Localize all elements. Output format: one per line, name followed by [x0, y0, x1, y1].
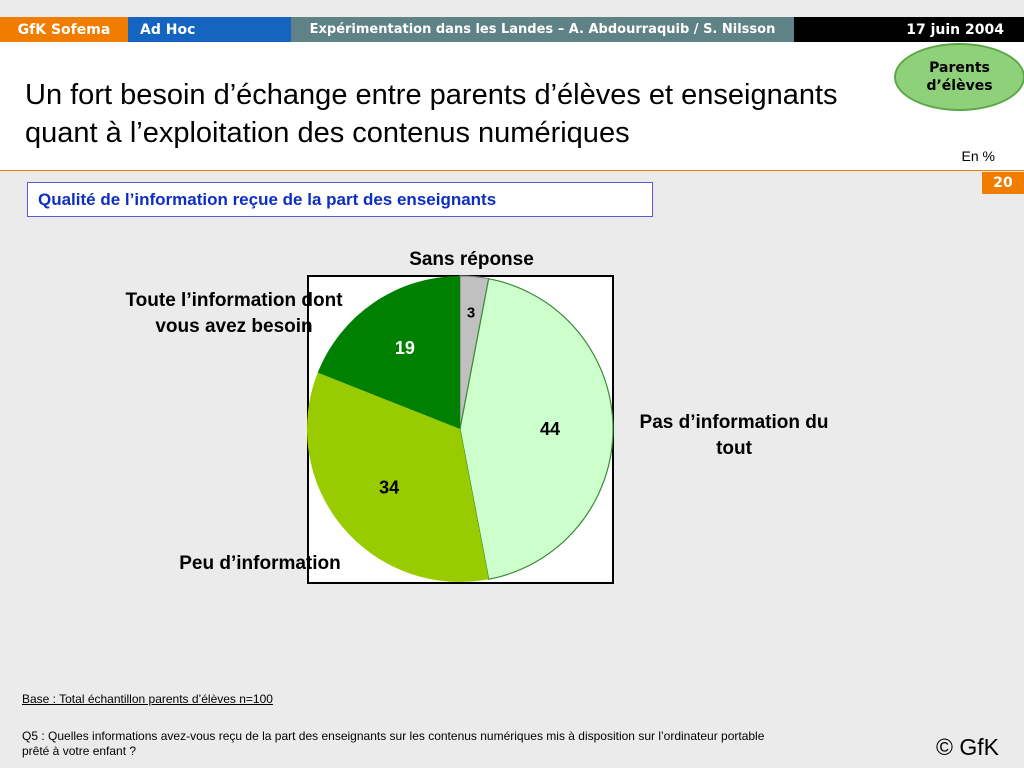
base-note: Base : Total échantillon parents d’élève…: [22, 692, 273, 706]
slide-title: Un fort besoin d’échange entre parents d…: [25, 79, 838, 149]
date-label: 17 juin 2004: [794, 17, 1024, 42]
brand-label: GfK Sofema: [0, 17, 128, 42]
audience-badge: Parents d’élèves: [894, 43, 1024, 111]
value-label-toute-information: 19: [395, 338, 415, 358]
slice-toute-information: [317, 276, 460, 429]
copyright: © GfK: [936, 734, 999, 760]
question-box: Qualité de l’information reçue de la par…: [27, 182, 653, 217]
value-label-sans-reponse: 3: [467, 305, 475, 322]
study-type-label: Ad Hoc: [128, 17, 291, 42]
value-label-pas-information: 44: [540, 419, 560, 439]
question-note: Q5 : Quelles informations avez-vous reçu…: [22, 729, 765, 758]
top-bar: GfK Sofema Ad Hoc Expérimentation dans l…: [0, 0, 1024, 42]
audience-badge-label: Parents d’élèves: [926, 60, 993, 94]
slice-peu-information: [306, 372, 489, 583]
header-area: [0, 42, 1024, 171]
page-number: 20: [982, 172, 1024, 194]
unit-label: En %: [961, 148, 995, 164]
label-pas-information: Pas d’information du tout: [639, 412, 829, 459]
value-label-peu-information: 34: [379, 478, 399, 498]
label-toute-information: Toute l’information dont vous avez besoi…: [125, 290, 343, 337]
slice-pas-information: [459, 278, 614, 580]
label-peu-information: Peu d’information: [179, 553, 341, 574]
label-sans-reponse: Sans réponse: [409, 249, 534, 270]
project-label: Expérimentation dans les Landes – A. Abd…: [291, 17, 794, 42]
